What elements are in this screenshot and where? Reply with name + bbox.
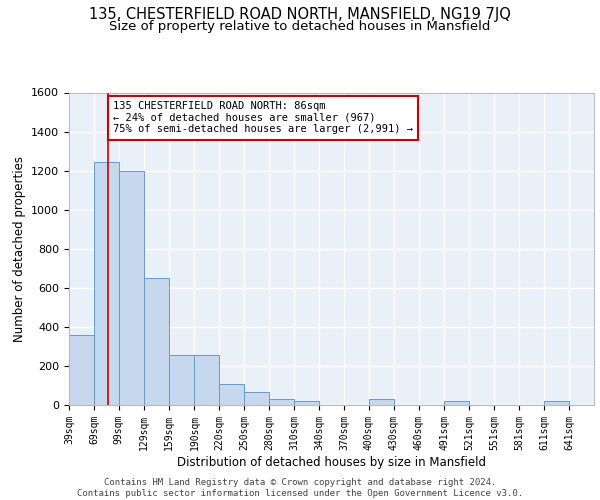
Bar (369, 399, 394, 405)
Bar (294, 401, 319, 405)
Bar (194, 355, 220, 405)
Bar (144, 278, 169, 405)
Bar (544, 401, 569, 405)
Text: Contains HM Land Registry data © Crown copyright and database right 2024.
Contai: Contains HM Land Registry data © Crown c… (77, 478, 523, 498)
Text: Size of property relative to detached houses in Mansfield: Size of property relative to detached ho… (109, 20, 491, 33)
Text: 135, CHESTERFIELD ROAD NORTH, MANSFIELD, NG19 7JQ: 135, CHESTERFIELD ROAD NORTH, MANSFIELD,… (89, 8, 511, 22)
Bar (220, 384, 244, 405)
Bar (94, 162, 119, 405)
Bar (269, 399, 294, 405)
Bar (119, 170, 144, 405)
Text: 135 CHESTERFIELD ROAD NORTH: 86sqm
← 24% of detached houses are smaller (967)
75: 135 CHESTERFIELD ROAD NORTH: 86sqm ← 24%… (113, 102, 413, 134)
Y-axis label: Number of detached properties: Number of detached properties (13, 156, 26, 342)
Bar (244, 392, 269, 405)
Bar (169, 355, 194, 405)
Bar (69, 334, 94, 405)
Bar (445, 401, 469, 405)
X-axis label: Distribution of detached houses by size in Mansfield: Distribution of detached houses by size … (177, 456, 486, 468)
